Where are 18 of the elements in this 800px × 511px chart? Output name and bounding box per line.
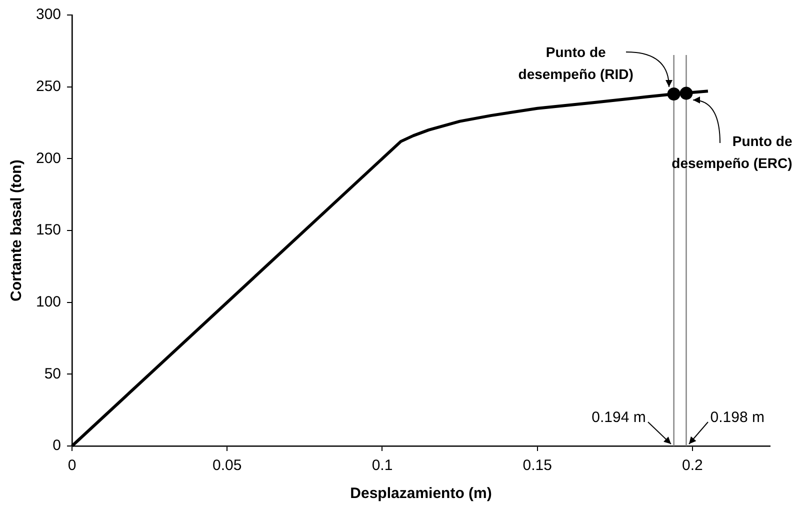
x-tick-label: 0.2 — [682, 457, 703, 474]
y-tick-label: 100 — [36, 293, 62, 310]
x-tick-label: 0 — [68, 457, 76, 474]
annotation: Punto de desempeño (RID) — [518, 44, 634, 82]
y-tick-label: 50 — [44, 365, 62, 382]
y-tick-label: 200 — [36, 150, 62, 167]
y-tick-label: 250 — [36, 78, 62, 95]
y-axis-title: Cortante basal (ton) — [8, 160, 26, 302]
y-tick-label: 0 — [52, 437, 62, 454]
y-tick-label: 150 — [36, 222, 62, 239]
annotation: Punto de desempeño (ERC) — [672, 133, 792, 172]
ref-line-label: 0.194 m — [592, 409, 646, 426]
x-tick-label: 0.1 — [372, 457, 393, 474]
y-tick-label: 300 — [36, 6, 62, 24]
ref-line-label: 0.198 m — [710, 409, 764, 426]
x-tick-label: 0.15 — [522, 457, 552, 474]
x-axis-title: Desplazamiento (m) — [350, 485, 492, 502]
x-tick-label: 0.05 — [212, 457, 242, 474]
